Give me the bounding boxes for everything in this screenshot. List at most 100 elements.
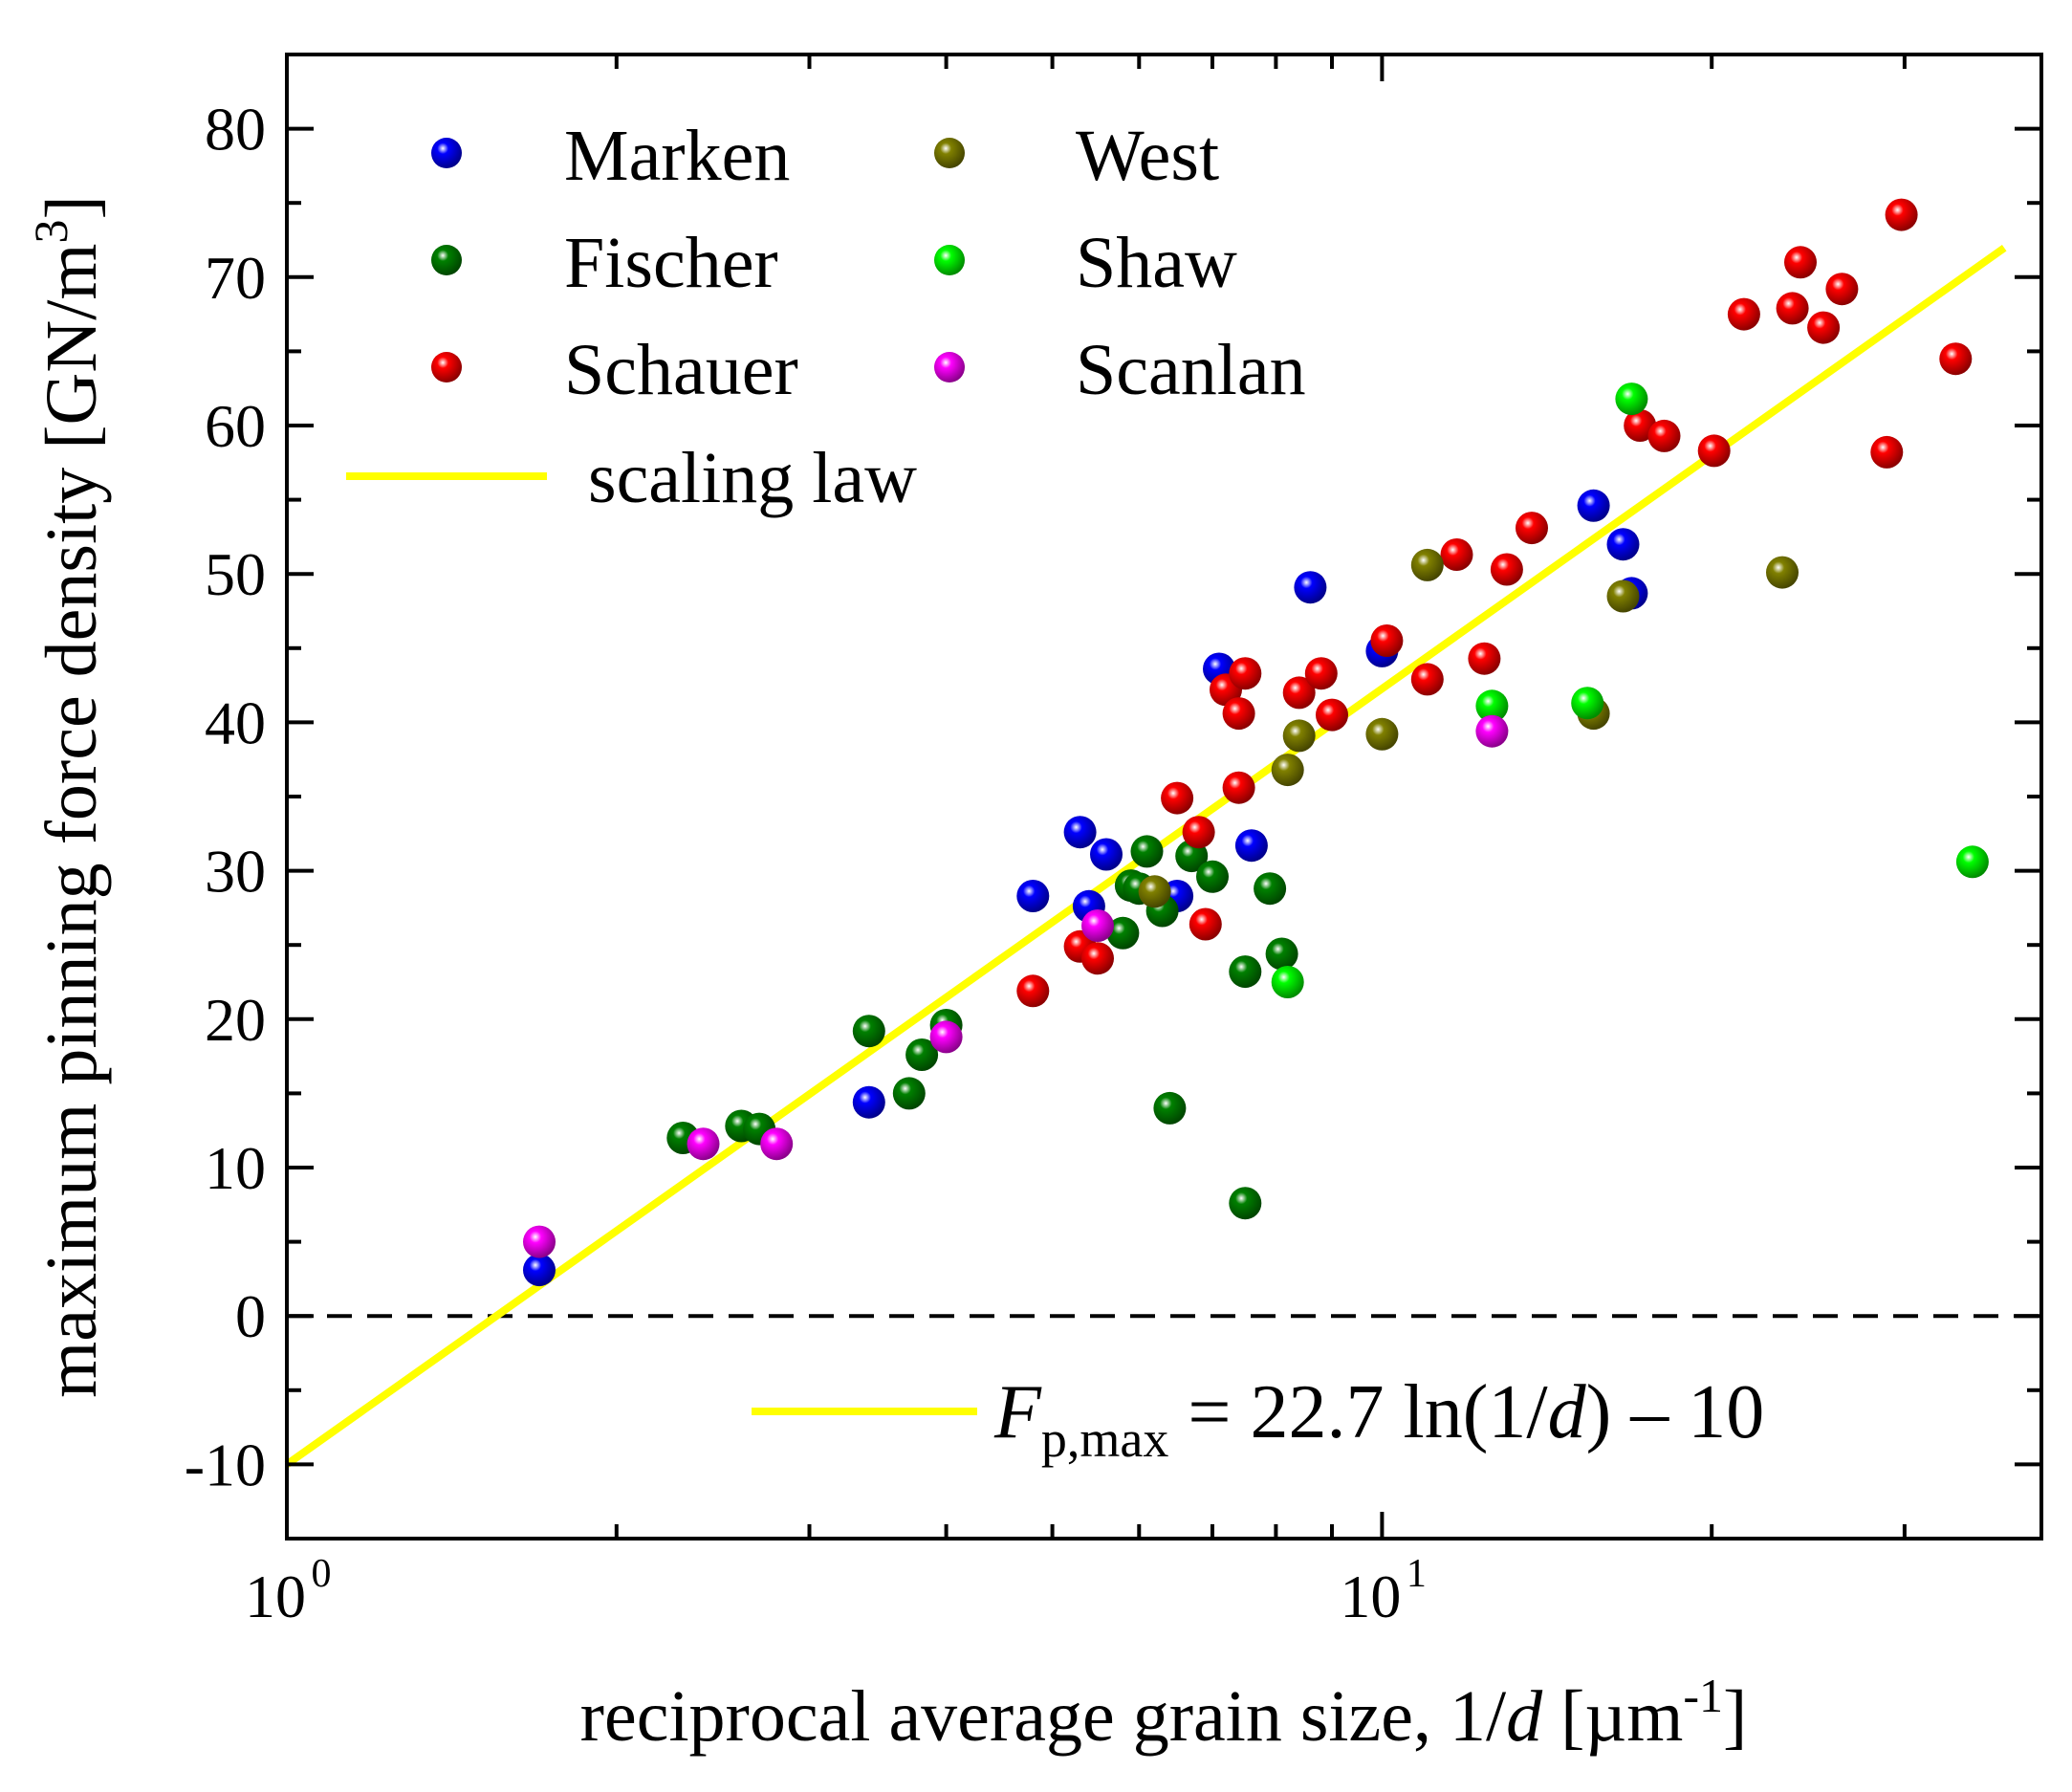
legend-label: Schauer (564, 330, 798, 410)
data-point-scanlan (523, 1225, 556, 1258)
data-point-schauer (1647, 419, 1681, 452)
data-point-west (1138, 875, 1171, 908)
y-tick-label: 80 (205, 96, 266, 164)
data-point-schauer (1222, 697, 1255, 731)
data-point-fischer (1254, 872, 1287, 906)
data-point-west (1271, 754, 1304, 787)
data-point-marken (1016, 880, 1050, 912)
legend-label: Marken (564, 116, 790, 196)
y-tick-label: 0 (235, 1282, 266, 1350)
legend-label: West (1076, 116, 1219, 196)
data-point-scanlan (687, 1127, 720, 1161)
series-shaw (1271, 382, 1989, 998)
data-point-fischer (1229, 1187, 1262, 1220)
legend-label: Shaw (1076, 223, 1237, 303)
data-point-marken (852, 1085, 885, 1119)
y-tick-label: 30 (205, 838, 266, 906)
series-scanlan (523, 714, 1509, 1258)
legend-label: Scanlan (1076, 330, 1306, 410)
series-west (1138, 548, 1799, 908)
data-point-schauer (1282, 676, 1316, 710)
data-point-marken (1234, 829, 1268, 863)
data-point-marken (1063, 816, 1097, 849)
data-point-marken (1294, 571, 1327, 604)
data-point-fischer (1130, 835, 1164, 868)
data-point-schauer (1016, 974, 1050, 1008)
data-point-west (1282, 719, 1316, 753)
legend-marker (934, 138, 965, 168)
data-point-shaw (1571, 687, 1604, 720)
x-axis-label: reciprocal average grain size, 1/d [µm-1… (580, 1669, 1748, 1757)
equation-annotation: Fp,max = 22.7 ln(1/d) – 10 (752, 1370, 1764, 1468)
data-point-schauer (1410, 663, 1444, 696)
data-point-scanlan (1081, 909, 1114, 942)
legend-marker (431, 245, 462, 275)
data-point-marken (1090, 838, 1123, 871)
x-tick-label: 10 (1340, 1563, 1401, 1630)
x-tick-label: 10 (245, 1563, 306, 1630)
data-point-shaw (1615, 382, 1648, 416)
data-point-scanlan (760, 1127, 794, 1161)
x-tick-exponent: 0 (312, 1552, 332, 1596)
data-point-schauer (1189, 907, 1222, 941)
legend-label: scaling law (588, 438, 917, 518)
data-point-schauer (1222, 771, 1255, 804)
data-point-schauer (1182, 816, 1215, 849)
y-axis-label: maximum pinning force density [GN/m3] (24, 195, 112, 1398)
data-point-schauer (1807, 311, 1841, 344)
legend-item-west: West (934, 116, 1219, 196)
data-point-fischer (905, 1038, 939, 1071)
legend-item-marken: Marken (431, 116, 790, 196)
data-point-schauer (1870, 435, 1904, 469)
y-tick-label: 10 (205, 1134, 266, 1202)
x-tick-exponent: 1 (1407, 1552, 1427, 1596)
y-tick-label: 50 (205, 540, 266, 608)
data-point-fischer (1153, 1091, 1187, 1125)
legend-marker (934, 245, 965, 275)
y-tick-label: 70 (205, 244, 266, 312)
legend-item-scanlan: Scanlan (934, 330, 1306, 410)
data-point-fischer (852, 1015, 885, 1048)
data-point-west (1365, 717, 1399, 751)
data-point-shaw (1475, 689, 1509, 723)
data-point-fischer (1229, 955, 1262, 989)
legend-marker (431, 352, 462, 382)
data-point-schauer (1081, 942, 1114, 975)
data-point-schauer (1885, 198, 1918, 231)
data-point-marken (523, 1254, 556, 1287)
y-tick-label: 20 (205, 986, 266, 1054)
data-point-schauer (1727, 297, 1760, 331)
data-point-schauer (1316, 698, 1348, 732)
legend-item-fischer: Fischer (431, 223, 778, 303)
data-point-west (1606, 579, 1640, 613)
series-schauer (1016, 198, 1973, 1008)
data-point-scanlan (929, 1020, 963, 1054)
data-point-schauer (1161, 781, 1194, 815)
data-point-fischer (1106, 916, 1140, 950)
data-point-schauer (1516, 512, 1548, 545)
data-point-west (1410, 548, 1444, 581)
y-tick-label: 40 (205, 688, 266, 756)
data-point-fischer (892, 1077, 926, 1110)
data-point-schauer (1440, 538, 1473, 571)
legend-item-scaling-law: scaling law (346, 438, 917, 518)
y-tick-label: -10 (185, 1431, 266, 1498)
data-point-schauer (1697, 434, 1731, 468)
data-point-schauer (1304, 657, 1338, 690)
data-point-west (1766, 556, 1799, 589)
data-point-fischer (1265, 937, 1298, 971)
data-point-fischer (1196, 860, 1229, 893)
data-point-schauer (1468, 642, 1501, 675)
data-point-scanlan (1475, 714, 1509, 748)
data-point-marken (1577, 489, 1610, 522)
legend-item-schauer: Schauer (431, 330, 798, 410)
data-point-schauer (1784, 246, 1817, 279)
data-point-shaw (1955, 845, 1989, 879)
data-point-schauer (1229, 657, 1262, 690)
legend-item-shaw: Shaw (934, 223, 1237, 303)
y-tick-label: 60 (205, 392, 266, 460)
data-point-schauer (1825, 273, 1859, 306)
data-point-schauer (1776, 292, 1809, 325)
